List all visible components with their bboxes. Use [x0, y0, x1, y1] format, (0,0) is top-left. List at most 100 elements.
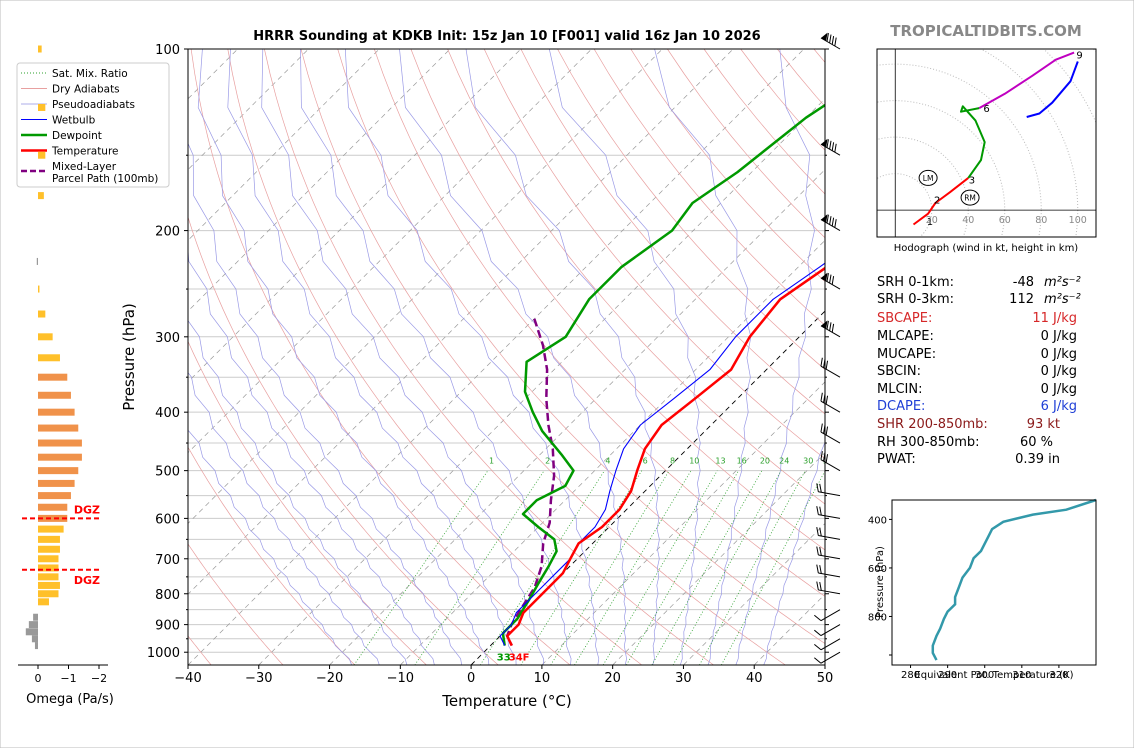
omega-bar — [38, 573, 58, 580]
legend-label: Wetbulb — [52, 115, 96, 127]
mlcin-label: MLCIN: — [877, 382, 922, 397]
shr-value: 93 kt — [1027, 417, 1060, 432]
y-tick-label: 900 — [155, 619, 180, 634]
x-tick-label: −10 — [387, 671, 414, 686]
srh03-value: 112 — [1009, 292, 1034, 307]
mixing-ratio-label: 1 — [489, 456, 494, 465]
srh03-unit: m²s⁻² — [1044, 292, 1081, 307]
legend-label: Temperature — [51, 146, 119, 158]
legend-label: Parcel Path (100mb) — [52, 173, 158, 185]
x-tick-label: 50 — [817, 671, 834, 686]
omega-bar — [38, 425, 78, 432]
skewt-ylabel: Pressure (hPa) — [120, 303, 138, 411]
srh03-label: SRH 0-3km: — [877, 292, 954, 307]
mixing-ratio-label: 10 — [689, 456, 699, 465]
pwat-label: PWAT: — [877, 452, 916, 467]
rh-value: 60 % — [1020, 435, 1053, 450]
omega-xlabel: Omega (Pa/s) — [26, 692, 114, 707]
hodograph-tick-label: 40 — [962, 215, 974, 226]
legend-label: Mixed-Layer — [52, 161, 117, 173]
omega-bar — [38, 598, 49, 605]
skewt-title: HRRR Sounding at KDKB Init: 15z Jan 10 [… — [253, 29, 760, 44]
omega-bar — [38, 467, 78, 474]
y-tick-label: 300 — [155, 331, 180, 346]
omega-bar — [38, 354, 60, 361]
omega-bar — [38, 152, 45, 159]
x-tick-label: 40 — [746, 671, 763, 686]
x-tick-label: 0 — [467, 671, 475, 686]
omega-bar — [38, 392, 71, 399]
mixing-ratio-label: 16 — [737, 456, 747, 465]
shr-label: SHR 200-850mb: — [877, 417, 988, 432]
mixing-ratio-label: 24 — [779, 456, 789, 465]
y-tick-label: 200 — [155, 225, 180, 240]
hodograph-tick-label: 100 — [1069, 215, 1087, 226]
omega-bar — [38, 192, 44, 199]
sbcape-value: 11 J/kg — [1032, 311, 1077, 326]
surface-temperature-label: 34F — [509, 653, 530, 664]
omega-bar — [38, 526, 64, 533]
omega-bar — [38, 46, 42, 53]
pwat-value: 0.39 in — [1015, 452, 1060, 467]
omega-bar — [33, 614, 38, 621]
omega-bar — [38, 440, 82, 447]
hodograph-caption: Hodograph (wind in kt, height in km) — [894, 243, 1079, 254]
x-tick-label: 20 — [604, 671, 621, 686]
mixing-ratio-label: 8 — [670, 456, 675, 465]
x-tick-label: 10 — [534, 671, 551, 686]
sbcin-value: 0 J/kg — [1041, 364, 1077, 379]
mixing-ratio-label: 30 — [803, 456, 813, 465]
legend-label: Pseudoadiabats — [52, 99, 135, 111]
hodograph-height-label: 9 — [1076, 50, 1082, 61]
mixing-ratio-label: 6 — [643, 456, 648, 465]
y-tick-label: 100 — [155, 43, 180, 58]
y-tick-label: 600 — [155, 512, 180, 527]
legend-label: Dry Adiabats — [52, 84, 120, 96]
theta-e-xlabel: Equivalent Pot. Temperature (K) — [914, 670, 1073, 681]
omega-bar — [38, 409, 75, 416]
hodograph-height-label: 2 — [934, 195, 940, 206]
x-tick-label: −20 — [316, 671, 343, 686]
omega-bar — [38, 374, 67, 381]
y-tick-label: 800 — [155, 588, 180, 603]
x-tick-label: 30 — [675, 671, 692, 686]
omega-bar — [38, 582, 60, 589]
omega-bar — [38, 504, 67, 511]
dcape-label: DCAPE: — [877, 399, 925, 414]
omega-bar — [38, 454, 82, 461]
rh-label: RH 300-850mb: — [877, 435, 980, 450]
storm-motion-label: LM — [923, 174, 934, 183]
dgz-label: DGZ — [74, 574, 100, 587]
mixing-ratio-label: 13 — [715, 456, 725, 465]
omega-bar — [32, 635, 38, 642]
storm-motion-label: RM — [964, 194, 976, 203]
skewt-xlabel: Temperature (°C) — [441, 692, 571, 710]
theta-e-y-tick-label: 400 — [868, 515, 887, 526]
srh01-label: SRH 0-1km: — [877, 275, 954, 290]
omega-bar — [38, 546, 60, 553]
hodograph-tick-label: 20 — [926, 215, 938, 226]
omega-bar — [38, 536, 60, 543]
omega-bar — [29, 621, 38, 628]
omega-bar — [37, 258, 38, 265]
omega-tick-label: −2 — [91, 672, 107, 685]
y-tick-label: 1000 — [147, 646, 180, 661]
srh01-unit: m²s⁻² — [1044, 275, 1081, 290]
omega-bar — [35, 642, 38, 649]
omega-tick-label: 0 — [35, 672, 42, 685]
mlcape-value: 0 J/kg — [1041, 329, 1077, 344]
omega-bar — [38, 333, 53, 340]
x-tick-label: −40 — [174, 671, 201, 686]
theta-e-ylabel: Pressure (hPa) — [875, 546, 886, 618]
mucape-label: MUCAPE: — [877, 347, 936, 362]
omega-bar — [38, 555, 58, 562]
mlcape-label: MLCAPE: — [877, 329, 934, 344]
hodograph-height-label: 3 — [969, 176, 975, 187]
omega-bar — [38, 286, 39, 293]
omega-tick-label: −1 — [60, 672, 76, 685]
y-tick-label: 400 — [155, 406, 180, 421]
omega-bar — [38, 311, 45, 318]
mixing-ratio-label: 2 — [545, 456, 550, 465]
